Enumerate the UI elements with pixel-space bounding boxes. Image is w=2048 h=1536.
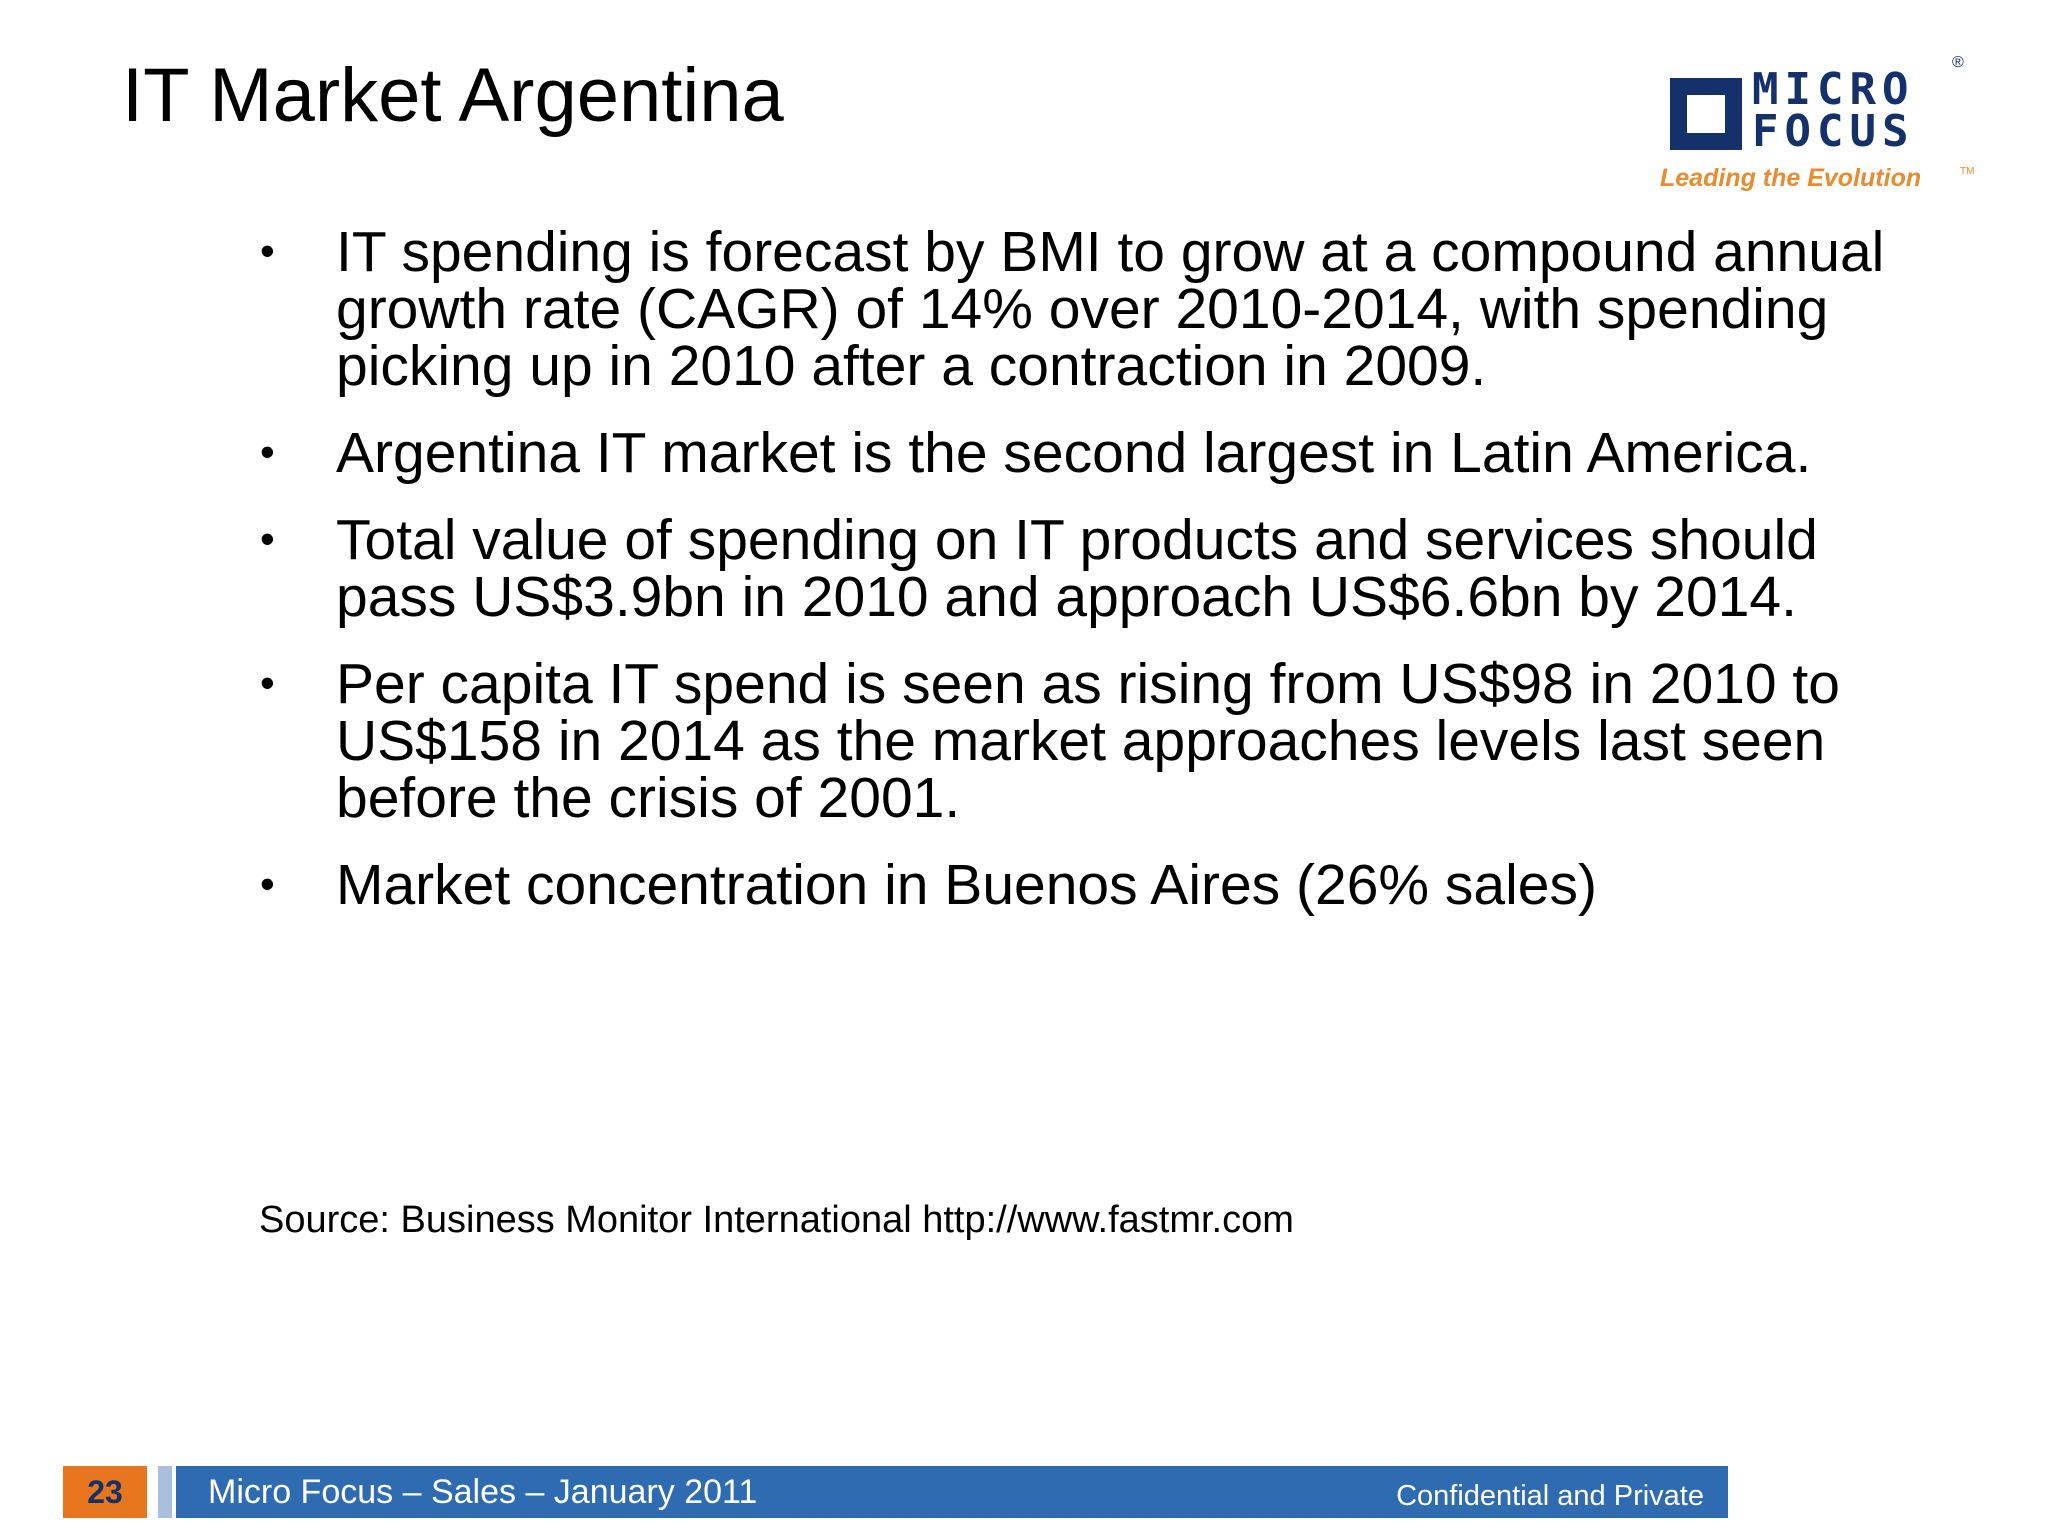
bullet-text: Per capita IT spend is seen as rising fr… [336, 652, 1840, 830]
logo-tagline: Leading the Evolution [1660, 164, 1922, 192]
bullet-text: Argentina IT market is the second larges… [336, 421, 1812, 485]
bullet-dot-icon: • [260, 860, 275, 907]
logo-trademark-mark: TM [1960, 166, 1975, 177]
bullet-dot-icon: • [260, 515, 275, 562]
footer-stripe [158, 1466, 172, 1518]
bullet-item: • Per capita IT spend is seen as rising … [256, 656, 1896, 827]
logo-square-icon [1670, 78, 1742, 150]
page-number: 23 [63, 1466, 147, 1518]
bullet-dot-icon: • [260, 227, 275, 274]
bullet-dot-icon: • [260, 428, 275, 475]
footer-title: Micro Focus – Sales – January 2011 [208, 1473, 758, 1511]
bullet-item: • Argentina IT market is the second larg… [256, 425, 1896, 482]
source-note: Source: Business Monitor International h… [259, 1199, 1294, 1241]
bullet-text: Market concentration in Buenos Aires (26… [336, 853, 1597, 917]
logo-word-focus: FOCUS [1752, 106, 1915, 157]
bullet-list: • IT spending is forecast by BMI to grow… [256, 224, 1896, 944]
bullet-text: IT spending is forecast by BMI to grow a… [336, 220, 1885, 398]
slide-title: IT Market Argentina [122, 53, 784, 138]
bullet-text: Total value of spending on IT products a… [336, 508, 1818, 629]
confidential-label: Confidential and Private [1396, 1480, 1704, 1512]
micro-focus-logo: MICRO FOCUS ® Leading the Evolution TM [1660, 52, 1980, 202]
bullet-item: • Total value of spending on IT products… [256, 512, 1896, 626]
logo-registered-mark: ® [1952, 54, 1964, 71]
bullet-item: • Market concentration in Buenos Aires (… [256, 857, 1896, 914]
bullet-item: • IT spending is forecast by BMI to grow… [256, 224, 1896, 395]
bullet-dot-icon: • [260, 659, 275, 706]
footer-bar: Micro Focus – Sales – January 2011 Confi… [176, 1466, 1728, 1518]
logo-word-micro: MICRO [1752, 64, 1915, 115]
